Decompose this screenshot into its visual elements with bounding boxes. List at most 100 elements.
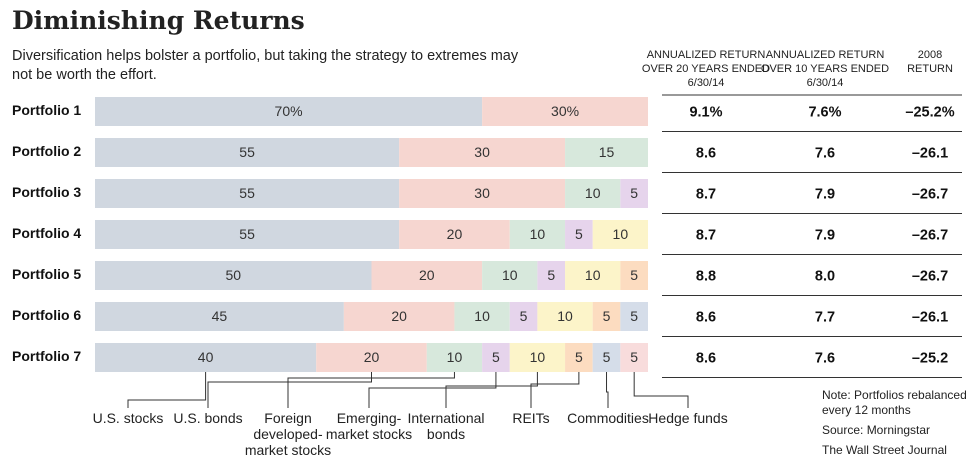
column-header: ANNUALIZED RETURN OVER 10 YEARS ENDED 6/… bbox=[760, 49, 890, 89]
bar-segment bbox=[482, 261, 538, 290]
value-label: 10 bbox=[585, 185, 601, 201]
value-label: 10 bbox=[613, 226, 629, 242]
column-header: 2008 RETURN bbox=[907, 49, 953, 75]
leader-line bbox=[633, 372, 689, 408]
column-header: ANNUALIZED RETURN OVER 20 YEARS ENDED 6/… bbox=[641, 49, 771, 89]
leader-line bbox=[207, 372, 372, 408]
bar-segment bbox=[95, 261, 372, 290]
bar-segment bbox=[316, 343, 427, 372]
bar-segment bbox=[592, 302, 621, 331]
bar-segment bbox=[620, 261, 648, 290]
value-label: 55 bbox=[239, 226, 255, 242]
table-cell: 9.1% bbox=[689, 104, 722, 120]
table-cell: 8.6 bbox=[696, 309, 716, 325]
value-label: 20 bbox=[364, 349, 380, 365]
value-label: 50 bbox=[225, 267, 241, 283]
value-label: 5 bbox=[575, 349, 583, 365]
bar-segment bbox=[95, 138, 400, 167]
legend-label: Foreign developed-market stocks bbox=[244, 410, 332, 458]
value-label: 15 bbox=[599, 144, 615, 160]
bar-segment bbox=[426, 343, 483, 372]
value-label: 45 bbox=[212, 308, 228, 324]
legend-label: U.S. stocks bbox=[92, 410, 164, 426]
value-label: 70% bbox=[275, 103, 303, 119]
bar-segment bbox=[537, 261, 566, 290]
table-cell: 8.8 bbox=[696, 268, 716, 284]
value-label: 10 bbox=[585, 267, 601, 283]
bar-segment bbox=[482, 343, 510, 372]
chart-subtitle: Diversification helps bolster a portfoli… bbox=[12, 48, 519, 83]
bar-segment bbox=[565, 179, 621, 208]
bar-segment bbox=[592, 220, 648, 249]
row-label: Portfolio 1 bbox=[12, 102, 81, 118]
value-label: 5 bbox=[520, 308, 528, 324]
bar-segment bbox=[371, 261, 483, 290]
value-label: 5 bbox=[630, 308, 638, 324]
value-label: 5 bbox=[630, 267, 638, 283]
table-cell: 7.6 bbox=[815, 350, 835, 366]
value-label: 10 bbox=[474, 308, 490, 324]
table-cell: –26.7 bbox=[912, 268, 948, 284]
value-label: 55 bbox=[239, 185, 255, 201]
value-label: 40 bbox=[198, 349, 214, 365]
leader-line bbox=[127, 372, 207, 408]
table-cell: –26.1 bbox=[912, 145, 948, 161]
leader-line bbox=[368, 372, 497, 408]
table-cell: –26.7 bbox=[912, 186, 948, 202]
table-cell: 8.6 bbox=[696, 350, 716, 366]
bar-segment bbox=[95, 97, 483, 126]
table-cell: 7.9 bbox=[815, 186, 835, 202]
value-label: 20 bbox=[419, 267, 435, 283]
row-label: Portfolio 3 bbox=[12, 184, 81, 200]
row-label: Portfolio 2 bbox=[12, 143, 81, 159]
value-label: 55 bbox=[239, 144, 255, 160]
table-cell: 8.7 bbox=[696, 186, 716, 202]
value-label: 5 bbox=[547, 267, 555, 283]
bar-segment bbox=[620, 302, 648, 331]
bar-segment bbox=[620, 179, 648, 208]
value-label: 5 bbox=[630, 349, 638, 365]
bar-segment bbox=[565, 261, 621, 290]
table-cell: 8.7 bbox=[696, 227, 716, 243]
legend-label: Commodities bbox=[567, 410, 649, 426]
chart-title: Diminishing Returns bbox=[12, 6, 305, 35]
value-label: 5 bbox=[603, 308, 611, 324]
table-cell: –26.1 bbox=[912, 309, 948, 325]
leader-line bbox=[445, 372, 538, 408]
value-label: 5 bbox=[630, 185, 638, 201]
bar-segment bbox=[399, 220, 510, 249]
value-label: 10 bbox=[502, 267, 518, 283]
table-cell: 8.0 bbox=[815, 268, 835, 284]
leader-line bbox=[530, 372, 580, 408]
bar-segment bbox=[343, 302, 455, 331]
bar-segment bbox=[592, 343, 621, 372]
table-cell: 8.6 bbox=[696, 145, 716, 161]
row-label: Portfolio 7 bbox=[12, 348, 81, 364]
table-cell: 7.7 bbox=[815, 309, 835, 325]
table-cell: –26.7 bbox=[912, 227, 948, 243]
bar-segment bbox=[620, 343, 648, 372]
legend-label: U.S. bonds bbox=[173, 410, 243, 426]
note: Note: Portfolios rebalanced every 12 mon… bbox=[822, 388, 967, 417]
note: The Wall Street Journal bbox=[822, 443, 947, 457]
leader-line bbox=[287, 372, 455, 408]
bar-segment bbox=[509, 302, 538, 331]
value-label: 10 bbox=[557, 308, 573, 324]
value-label: 10 bbox=[530, 349, 546, 365]
row-label: Portfolio 5 bbox=[12, 266, 81, 282]
table-cell: 7.6 bbox=[815, 145, 835, 161]
value-label: 20 bbox=[447, 226, 463, 242]
value-label: 20 bbox=[391, 308, 407, 324]
value-label: 5 bbox=[492, 349, 500, 365]
bar-segment bbox=[454, 302, 510, 331]
value-label: 10 bbox=[530, 226, 546, 242]
legend-label: REITs bbox=[512, 410, 550, 426]
legend-label: Emerging-market stocks bbox=[325, 410, 413, 442]
table-cell: 7.9 bbox=[815, 227, 835, 243]
bar-segment bbox=[509, 343, 566, 372]
bar-segment bbox=[95, 179, 400, 208]
table-cell: 7.6% bbox=[808, 104, 841, 120]
value-label: 10 bbox=[447, 349, 463, 365]
